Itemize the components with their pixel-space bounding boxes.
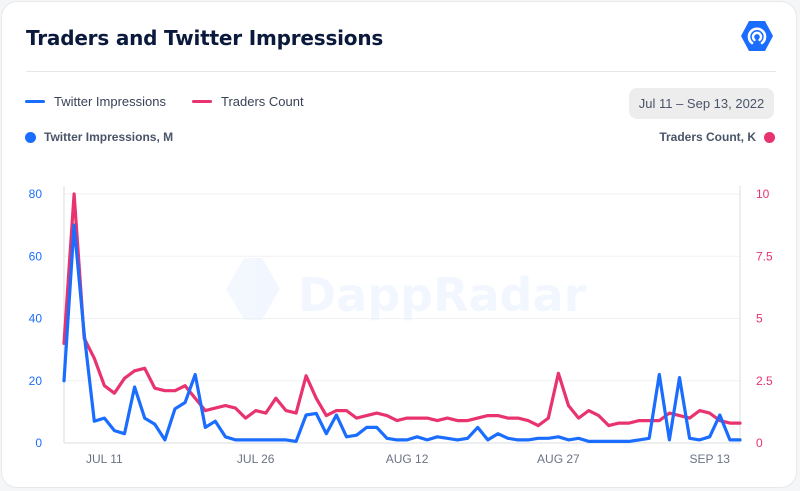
twitter-impressions-line: [62, 223, 742, 443]
right-axis-tick: 5: [756, 312, 763, 326]
watermark-text: DappRadar: [298, 268, 587, 322]
legend-label: Twitter Impressions: [54, 94, 166, 109]
x-axis-tick: JUL 11: [86, 452, 123, 466]
right-axis-tick: 2.5: [756, 374, 773, 388]
blue-dot-icon: [25, 131, 36, 143]
date-range-button[interactable]: Jul 11 – Sep 13, 2022: [629, 88, 774, 119]
x-axis-tick: AUG 27: [537, 452, 580, 466]
legend-swatch-blue: [25, 100, 45, 103]
dappradar-logo-icon[interactable]: [740, 19, 774, 53]
page-title: Traders and Twitter Impressions: [26, 26, 384, 50]
right-axis-tick: 7.5: [756, 249, 773, 263]
legend-item-traders-count[interactable]: Traders Count: [191, 94, 304, 109]
legend-label: Traders Count: [220, 94, 304, 109]
header-divider: [26, 71, 776, 72]
right-axis-tick: 10: [756, 187, 770, 201]
chart-legend: Twitter Impressions Traders Count: [25, 94, 330, 109]
left-axis-tick: 60: [29, 249, 43, 263]
right-axis-title: Traders Count, K: [659, 130, 775, 144]
x-axis-tick: SEP 13: [689, 452, 730, 466]
x-axis-tick: JUL 26: [237, 452, 275, 466]
legend-item-twitter-impressions[interactable]: Twitter Impressions: [25, 94, 166, 109]
right-axis-title-text: Traders Count, K: [659, 130, 756, 144]
traders-count-line: [62, 192, 742, 428]
watermark-logo-icon: [226, 258, 280, 320]
x-axis-tick: AUG 12: [386, 452, 429, 466]
left-axis-tick: 20: [29, 374, 43, 388]
watermark: DappRadar: [226, 258, 587, 322]
left-axis-tick: 0: [35, 436, 42, 450]
pink-dot-icon: [764, 131, 775, 143]
left-axis-tick: 80: [29, 187, 43, 201]
legend-swatch-pink: [191, 100, 212, 103]
left-axis-tick: 40: [29, 312, 43, 326]
left-axis-title-text: Twitter Impressions, M: [44, 130, 174, 144]
left-axis-title: Twitter Impressions, M: [25, 130, 173, 144]
right-axis-tick: 0: [756, 436, 763, 450]
